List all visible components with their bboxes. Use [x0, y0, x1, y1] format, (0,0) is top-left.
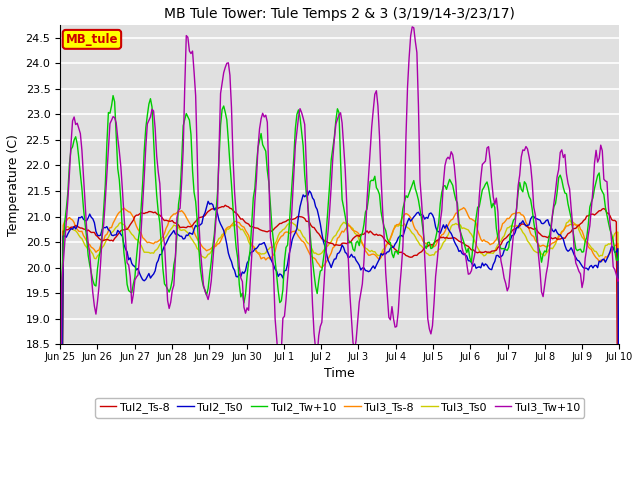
Tul3_Ts-8 [251, 245, 259, 251]
Tul2_Tw+10 [303, 190, 310, 196]
Tul2_Tw+10 [253, 163, 260, 168]
Tul2_Tw+10 [109, 93, 117, 98]
Tul3_Ts-8 [586, 246, 594, 252]
Tul2_Ts-8 [253, 225, 260, 231]
Tul2_Ts0 [586, 264, 594, 269]
Tul2_Ts0 [223, 241, 230, 247]
Tul2_Ts0 [251, 246, 259, 252]
Tul3_Ts0 [301, 235, 308, 240]
Tul3_Tw+10 [586, 223, 594, 228]
Tul3_Tw+10 [125, 262, 132, 268]
Tul2_Ts0 [125, 257, 132, 263]
Tul3_Ts0 [125, 227, 132, 232]
Tul3_Tw+10 [251, 198, 259, 204]
Line: Tul3_Ts-8: Tul3_Ts-8 [60, 208, 620, 480]
Tul3_Ts-8 [460, 205, 467, 211]
X-axis label: Time: Time [324, 368, 355, 381]
Tul3_Ts0 [223, 226, 230, 232]
Tul3_Tw+10 [242, 311, 250, 316]
Tul2_Ts-8 [221, 203, 229, 208]
Tul2_Ts-8 [586, 212, 594, 217]
Line: Tul2_Tw+10: Tul2_Tw+10 [60, 96, 620, 480]
Tul2_Tw+10 [126, 289, 134, 295]
Tul2_Tw+10 [243, 273, 251, 279]
Tul3_Tw+10 [408, 24, 416, 30]
Tul2_Tw+10 [616, 249, 623, 254]
Line: Tul3_Tw+10: Tul3_Tw+10 [60, 27, 620, 480]
Tul2_Ts-8 [303, 218, 310, 224]
Tul3_Tw+10 [223, 60, 230, 66]
Tul3_Ts-8 [125, 209, 132, 215]
Line: Tul2_Ts-8: Tul2_Ts-8 [60, 205, 620, 480]
Tul3_Ts0 [251, 246, 259, 252]
Line: Tul3_Ts0: Tul3_Ts0 [60, 220, 620, 480]
Tul3_Ts0 [242, 231, 250, 237]
Tul2_Ts0 [242, 268, 250, 274]
Title: MB Tule Tower: Tule Temps 2 & 3 (3/19/14-3/23/17): MB Tule Tower: Tule Temps 2 & 3 (3/19/14… [164, 7, 515, 21]
Tul3_Ts-8 [301, 240, 308, 246]
Tul2_Ts-8 [243, 220, 251, 226]
Tul2_Ts-8 [225, 204, 232, 210]
Tul2_Ts0 [305, 188, 313, 194]
Tul3_Tw+10 [616, 276, 623, 281]
Y-axis label: Temperature (C): Temperature (C) [7, 133, 20, 236]
Text: MB_tule: MB_tule [66, 33, 118, 46]
Tul3_Ts0 [566, 217, 573, 223]
Tul3_Ts-8 [223, 225, 230, 231]
Tul3_Ts0 [586, 242, 594, 248]
Line: Tul2_Ts0: Tul2_Ts0 [60, 191, 620, 480]
Tul3_Tw+10 [301, 121, 308, 127]
Legend: Tul2_Ts-8, Tul2_Ts0, Tul2_Tw+10, Tul3_Ts-8, Tul3_Ts0, Tul3_Tw+10: Tul2_Ts-8, Tul2_Ts0, Tul2_Tw+10, Tul3_Ts… [95, 398, 584, 418]
Tul2_Ts0 [301, 194, 308, 200]
Tul3_Ts-8 [242, 228, 250, 233]
Tul2_Tw+10 [225, 138, 232, 144]
Tul2_Tw+10 [586, 204, 594, 210]
Tul2_Ts-8 [125, 225, 132, 230]
